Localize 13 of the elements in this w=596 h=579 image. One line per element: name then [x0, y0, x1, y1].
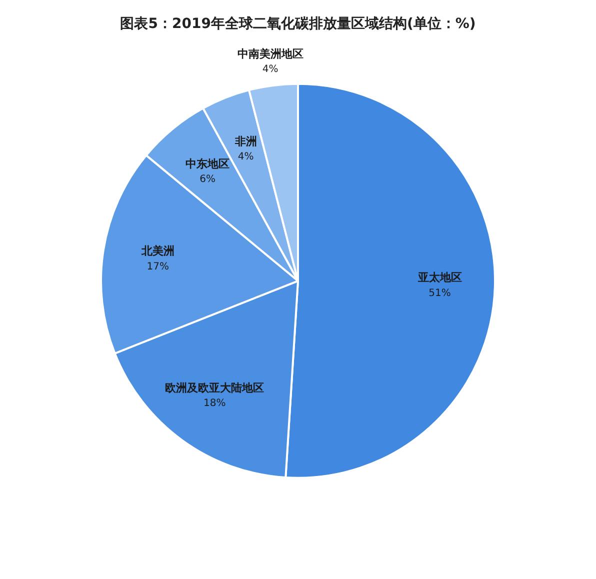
data-label: 51%: [428, 288, 451, 299]
slice-label: 非洲: [234, 134, 257, 148]
slice-label: 亚太地区: [416, 271, 462, 284]
data-label: 4%: [262, 64, 278, 76]
data-label: 18%: [204, 398, 226, 410]
slice-label: 北美洲: [140, 244, 174, 258]
slice-label: 欧洲及欧亚大陆地区: [165, 382, 264, 395]
data-label: 17%: [146, 261, 170, 272]
slice-label: 中东地区: [186, 157, 230, 170]
chart-title: 图表5：2019年全球二氧化碳排放量区域结构(单位：%): [120, 16, 476, 32]
slice-label: 中南美洲地区: [237, 48, 304, 60]
data-label: 4%: [238, 152, 254, 163]
data-label: 6%: [200, 174, 216, 186]
